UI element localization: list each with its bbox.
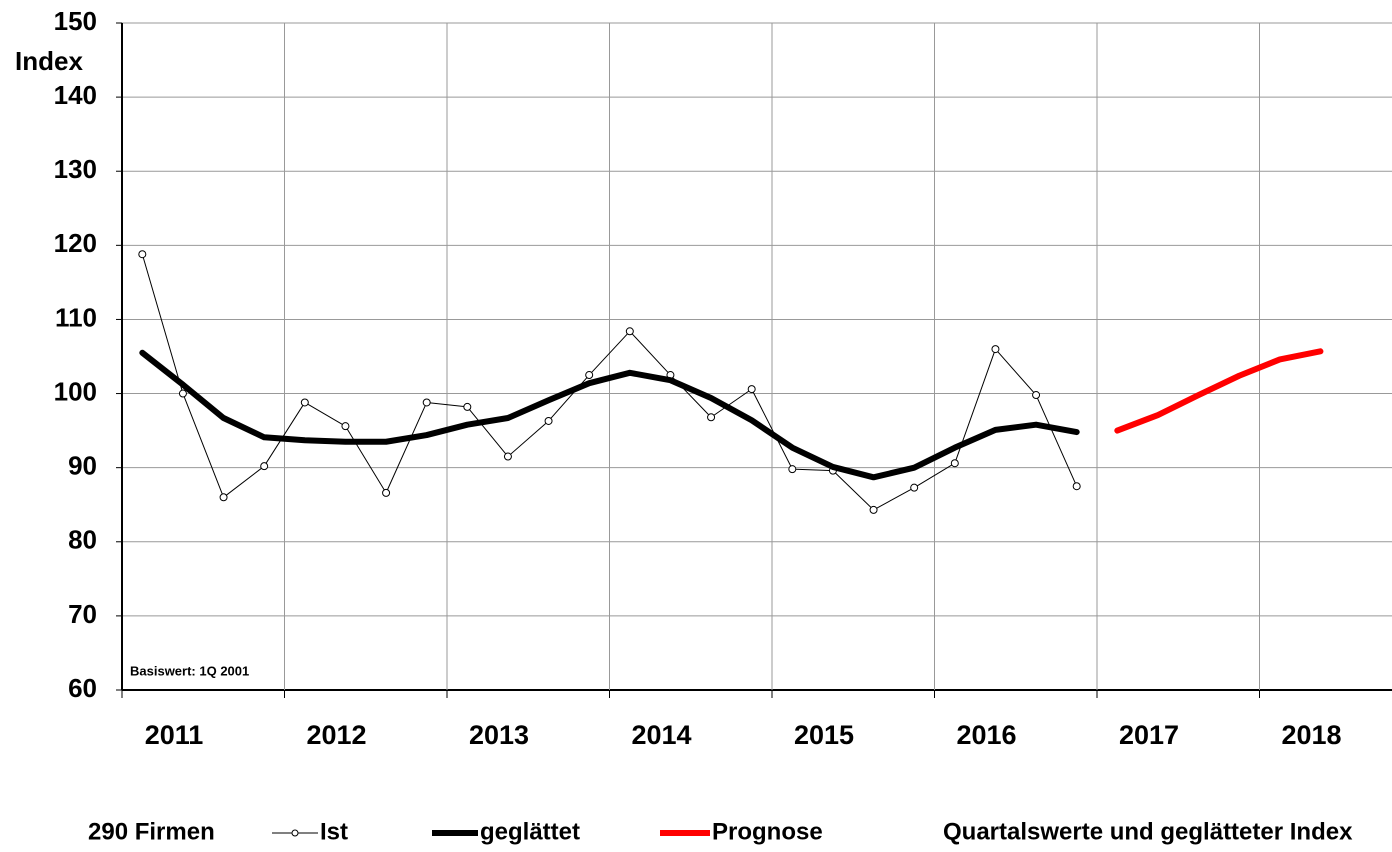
point	[260, 462, 269, 471]
point	[788, 465, 797, 474]
y-tick-label: 110	[55, 302, 97, 332]
x-tick-label: 2014	[631, 720, 691, 750]
point	[707, 413, 716, 422]
point	[463, 402, 472, 411]
y-tick-label: 150	[54, 6, 97, 36]
point	[544, 416, 553, 425]
point	[178, 389, 187, 398]
point	[382, 488, 391, 497]
x-tick-label: 2017	[1119, 720, 1179, 750]
note: 290 Firmen	[88, 818, 215, 845]
point	[1072, 482, 1081, 491]
x-tick-label: 2015	[794, 720, 854, 750]
x-tick-label: 2013	[469, 720, 529, 750]
point	[991, 345, 1000, 354]
point	[341, 422, 350, 431]
x-tick-label: 2012	[306, 720, 366, 750]
point	[585, 371, 594, 380]
y-tick-label: 90	[68, 451, 97, 481]
y-tick-label: 140	[54, 80, 97, 110]
y-tick-label: 60	[68, 673, 97, 703]
point	[1032, 391, 1041, 400]
point	[503, 452, 512, 461]
annotation: Basiswert: 1Q 2001	[130, 663, 249, 678]
point	[625, 327, 634, 336]
point	[300, 398, 309, 407]
legend-label: geglättet	[480, 818, 580, 845]
series-line	[139, 349, 1080, 481]
series-line	[141, 253, 1078, 511]
point	[138, 250, 147, 259]
y-axis-label: Index	[15, 46, 83, 76]
point	[869, 505, 878, 514]
x-tick-label: 2016	[956, 720, 1016, 750]
point	[910, 483, 919, 492]
y-tick-label: 130	[54, 154, 97, 184]
y-tick-label: 80	[68, 525, 97, 555]
legend-label: Ist	[320, 818, 348, 845]
legend-marker	[291, 829, 299, 837]
y-tick-label: 70	[68, 599, 97, 629]
point	[950, 459, 959, 468]
y-tick-label: 100	[54, 376, 97, 406]
x-tick-label: 2011	[145, 720, 204, 750]
point	[219, 493, 228, 502]
series-line	[1114, 348, 1324, 434]
y-tick-label: 120	[54, 228, 97, 258]
point	[422, 398, 431, 407]
subtitle: Quartalswerte und geglätteter Index	[943, 818, 1353, 845]
point	[747, 385, 756, 394]
x-tick-label: 2018	[1281, 720, 1341, 750]
legend-label: Prognose	[712, 818, 823, 845]
